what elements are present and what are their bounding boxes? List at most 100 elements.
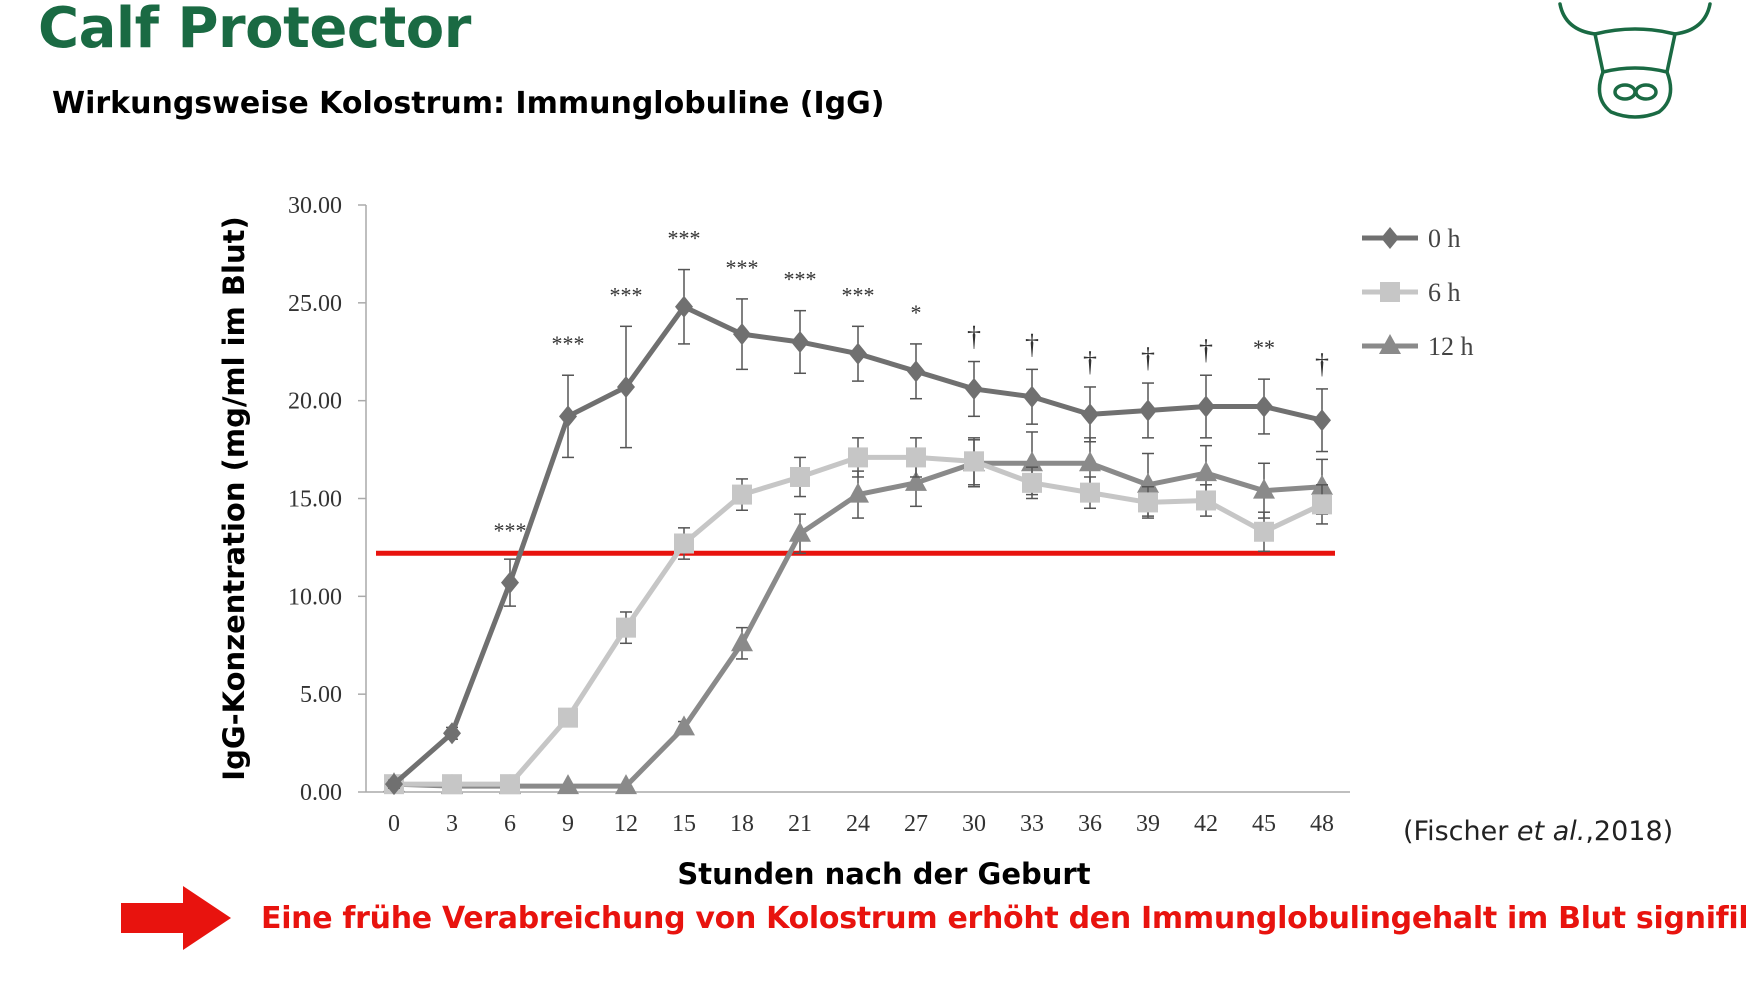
legend-marker — [1381, 227, 1399, 249]
data-point — [1023, 385, 1041, 408]
y-tick-label: 5.00 — [300, 682, 342, 708]
data-point — [964, 451, 984, 472]
data-point — [1022, 472, 1042, 493]
significance-label: † — [967, 322, 981, 353]
significance-label: *** — [842, 282, 875, 307]
x-tick-label: 6 — [504, 811, 516, 837]
data-point — [674, 533, 694, 554]
legend-marker — [1380, 282, 1400, 302]
significance-label: *** — [726, 255, 759, 280]
data-point — [557, 774, 579, 795]
citation-etal: et al. — [1516, 816, 1586, 847]
data-point — [501, 571, 519, 594]
data-point — [675, 295, 693, 318]
x-tick-label: 36 — [1078, 811, 1102, 837]
x-tick-label: 15 — [672, 811, 696, 837]
y-tick-label: 15.00 — [288, 487, 342, 513]
x-tick-label: 9 — [562, 811, 574, 837]
citation-prefix: (Fischer — [1403, 816, 1517, 847]
data-point — [1081, 403, 1099, 426]
data-point — [617, 375, 635, 398]
data-point — [1254, 521, 1274, 542]
citation-year: ,2018) — [1585, 816, 1674, 847]
significance-label: † — [1141, 343, 1155, 374]
x-tick-label: 18 — [730, 811, 754, 837]
significance-label: *** — [552, 331, 585, 356]
data-point — [1313, 409, 1331, 432]
citation: (Fischer et al.,2018) — [1403, 816, 1673, 847]
significance-label: ** — [1253, 335, 1275, 360]
data-point — [789, 521, 811, 542]
data-point — [1195, 461, 1217, 482]
data-point — [1079, 451, 1101, 472]
data-point — [791, 330, 809, 353]
significance-label: *** — [784, 267, 817, 292]
x-tick-label: 0 — [388, 811, 400, 837]
significance-label: *** — [668, 226, 701, 251]
x-tick-label: 21 — [788, 811, 812, 837]
legend-item: 12 h — [1362, 332, 1474, 361]
data-point — [906, 447, 926, 468]
x-tick-label: 48 — [1310, 811, 1334, 837]
cow-head-icon — [1558, 2, 1712, 119]
conclusion-banner: Eine frühe Verabreichung von Kolostrum e… — [121, 886, 1746, 950]
data-point — [849, 342, 867, 365]
data-point — [1312, 494, 1332, 515]
y-tick-label: 0.00 — [300, 780, 342, 806]
data-point — [733, 323, 751, 346]
right-arrow-icon — [121, 886, 231, 950]
data-point — [385, 773, 403, 796]
data-point — [442, 774, 462, 795]
x-tick-label: 33 — [1020, 811, 1044, 837]
x-tick-label: 42 — [1194, 811, 1218, 837]
data-point — [1197, 395, 1215, 418]
series-12h — [383, 431, 1333, 795]
data-point — [907, 360, 925, 383]
y-axis-title: IgG-Konzentration (mg/ml im Blut) — [217, 216, 251, 780]
x-axis-title: Stunden nach der Geburt — [677, 857, 1090, 891]
data-point — [1253, 478, 1275, 499]
data-point — [790, 466, 810, 487]
x-tick-label: 3 — [446, 811, 458, 837]
data-point — [1137, 472, 1159, 493]
data-point — [848, 447, 868, 468]
significance-label: † — [1025, 329, 1039, 360]
x-tick-label: 45 — [1252, 811, 1276, 837]
data-point — [731, 631, 753, 652]
conclusion-text: Eine frühe Verabreichung von Kolostrum e… — [261, 900, 1746, 936]
x-tick-label: 12 — [614, 811, 638, 837]
x-tick-label: 24 — [846, 811, 870, 837]
legend-item: 0 h — [1362, 224, 1461, 253]
data-point — [1080, 482, 1100, 503]
x-tick-label: 39 — [1136, 811, 1160, 837]
chart-subtitle: Wirkungsweise Kolostrum: Immunglobuline … — [52, 86, 885, 121]
x-tick-label: 30 — [962, 811, 986, 837]
significance-label: *** — [494, 518, 527, 543]
data-point — [732, 484, 752, 505]
data-point — [559, 405, 577, 428]
significance-label: *** — [610, 282, 643, 307]
data-point — [443, 722, 461, 745]
significance-label: † — [1199, 335, 1213, 366]
data-point — [905, 470, 927, 491]
legend-label: 6 h — [1428, 278, 1461, 307]
data-point — [1021, 451, 1043, 472]
legend-marker — [1379, 334, 1401, 354]
data-point — [1138, 492, 1158, 513]
data-point — [615, 774, 637, 795]
y-tick-label: 25.00 — [288, 291, 342, 317]
data-point — [500, 774, 520, 795]
data-point — [1139, 399, 1157, 422]
legend-label: 12 h — [1428, 332, 1474, 361]
y-tick-label: 10.00 — [288, 584, 342, 610]
data-point — [616, 617, 636, 638]
data-point — [847, 482, 869, 503]
y-tick-label: 20.00 — [288, 389, 342, 415]
brand-title: Calf Protector — [38, 0, 471, 61]
y-tick-label: 30.00 — [288, 193, 342, 219]
legend-item: 6 h — [1362, 278, 1461, 307]
significance-label: † — [1315, 349, 1329, 380]
significance-label: † — [1083, 347, 1097, 378]
significance-label: * — [911, 300, 922, 325]
